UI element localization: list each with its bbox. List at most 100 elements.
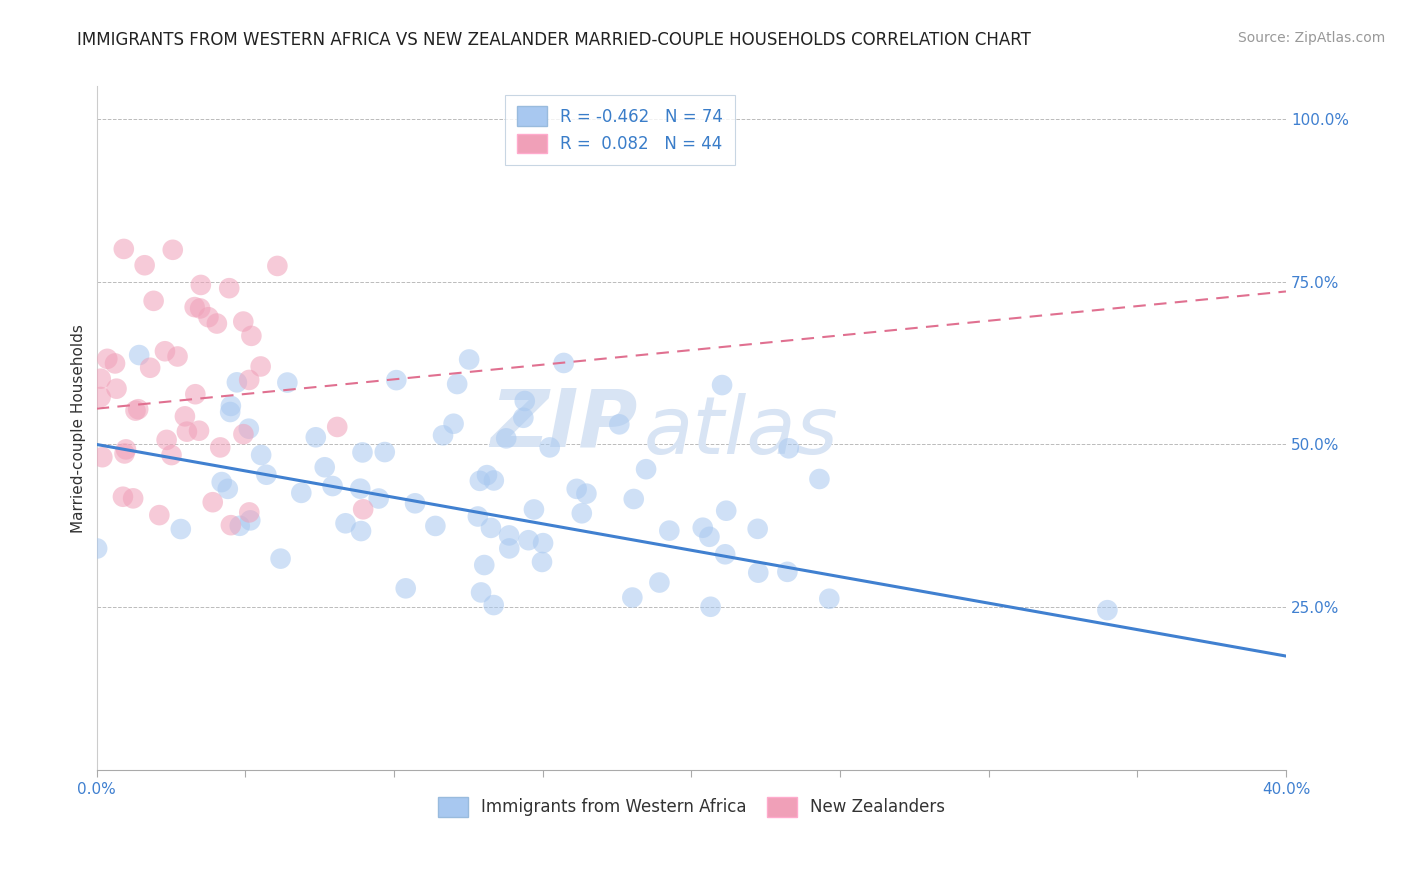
Point [219, 399, 242, 413]
Point [322, 479, 344, 493]
Text: atlas: atlas [644, 392, 838, 471]
Point [571, 506, 593, 520]
Point [513, 394, 536, 409]
Point [482, 598, 505, 612]
Point [776, 565, 799, 579]
Point [482, 474, 505, 488]
Point [90, 390, 112, 404]
Point [86, 541, 108, 556]
Point [139, 360, 162, 375]
Point [188, 424, 211, 438]
Point [127, 402, 149, 417]
Point [432, 428, 454, 442]
Point [105, 382, 128, 396]
Point [115, 442, 138, 457]
Point [404, 496, 426, 510]
Point [205, 317, 228, 331]
Point [104, 356, 127, 370]
Point [254, 467, 277, 482]
Point [232, 314, 254, 328]
Point [385, 373, 408, 387]
Point [658, 524, 681, 538]
Point [367, 491, 389, 506]
Point [240, 329, 263, 343]
Point [197, 310, 219, 325]
Point [91, 450, 114, 465]
Point [808, 472, 831, 486]
Point [201, 495, 224, 509]
Point [468, 474, 491, 488]
Point [249, 359, 271, 374]
Text: IMMIGRANTS FROM WESTERN AFRICA VS NEW ZEALANDER MARRIED-COUPLE HOUSEHOLDS CORREL: IMMIGRANTS FROM WESTERN AFRICA VS NEW ZE… [77, 31, 1031, 49]
Point [565, 482, 588, 496]
Point [232, 427, 254, 442]
Point [349, 482, 371, 496]
Point [467, 509, 489, 524]
Point [153, 344, 176, 359]
Point [156, 433, 179, 447]
Point [176, 425, 198, 439]
Text: ZIP: ZIP [491, 385, 638, 464]
Point [475, 468, 498, 483]
Point [531, 536, 554, 550]
Point [219, 518, 242, 533]
Point [714, 547, 737, 561]
Point [692, 521, 714, 535]
Point [219, 405, 242, 419]
Point [266, 259, 288, 273]
Point [160, 448, 183, 462]
Point [374, 445, 396, 459]
Point [174, 409, 197, 424]
Point [238, 373, 260, 387]
Point [184, 387, 207, 401]
Point [530, 555, 553, 569]
Point [699, 530, 721, 544]
Point [90, 372, 112, 386]
Point [124, 403, 146, 417]
Y-axis label: Married-couple Households: Married-couple Households [72, 324, 86, 533]
Legend: Immigrants from Western Africa, New Zealanders: Immigrants from Western Africa, New Zeal… [432, 790, 952, 823]
Point [575, 486, 598, 500]
Point [818, 591, 841, 606]
Point [305, 430, 328, 444]
Point [446, 377, 468, 392]
Point [239, 513, 262, 527]
Point [479, 521, 502, 535]
Point [458, 352, 481, 367]
Point [229, 518, 252, 533]
Point [716, 504, 738, 518]
Point [128, 348, 150, 362]
Point [470, 585, 492, 599]
Point [170, 522, 193, 536]
Point [211, 475, 233, 489]
Point [623, 491, 645, 506]
Point [747, 566, 769, 580]
Point [350, 524, 373, 538]
Point [538, 441, 561, 455]
Point [395, 582, 418, 596]
Point [621, 591, 644, 605]
Point [238, 505, 260, 519]
Point [166, 350, 188, 364]
Point [443, 417, 465, 431]
Point [778, 442, 800, 456]
Point [209, 441, 232, 455]
Point [335, 516, 357, 531]
Point [425, 519, 447, 533]
Point [148, 508, 170, 522]
Point [114, 446, 136, 460]
Point [183, 300, 205, 314]
Point [747, 522, 769, 536]
Point [111, 490, 134, 504]
Point [517, 533, 540, 548]
Point [512, 410, 534, 425]
Point [276, 376, 298, 390]
Point [134, 258, 156, 272]
Point [498, 541, 520, 556]
Point [711, 378, 734, 392]
Point [636, 462, 658, 476]
Point [495, 431, 517, 445]
Point [648, 575, 671, 590]
Point [217, 482, 239, 496]
Point [352, 445, 374, 459]
